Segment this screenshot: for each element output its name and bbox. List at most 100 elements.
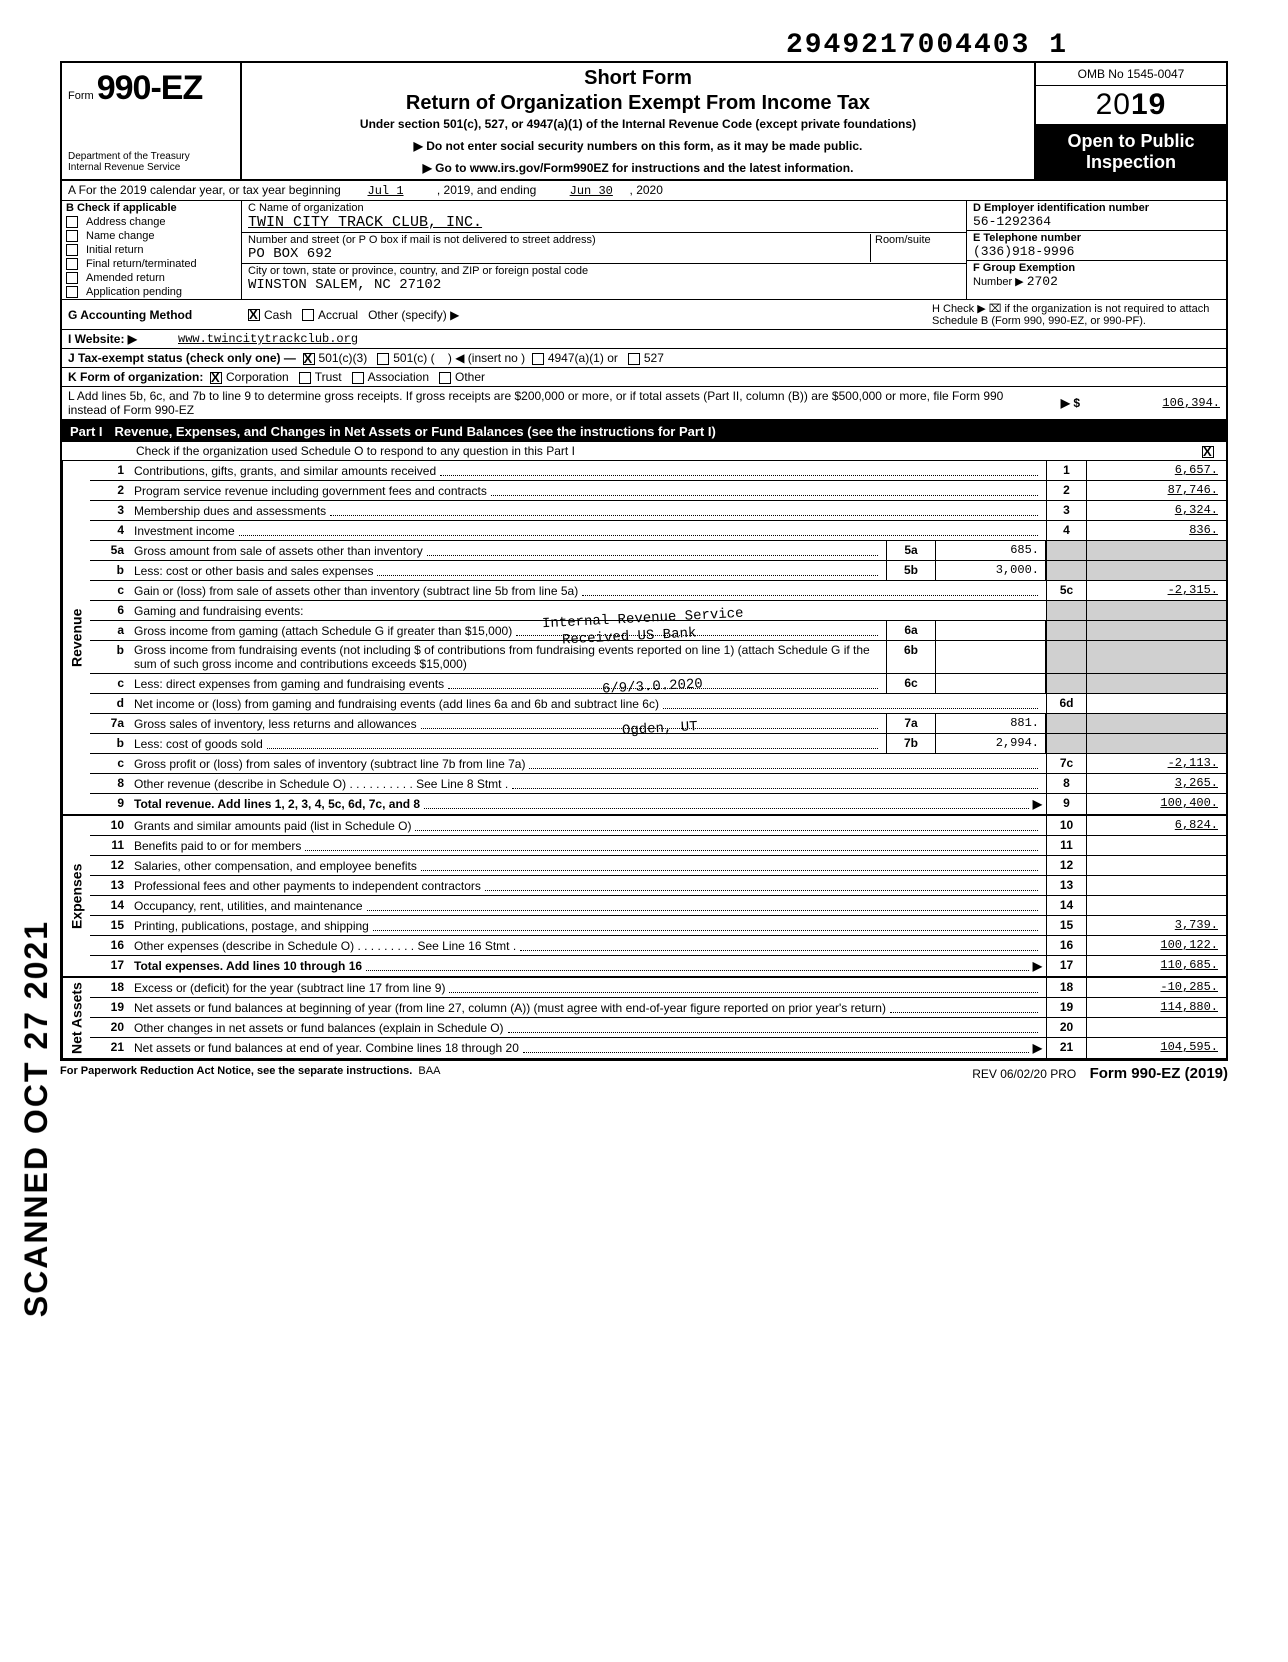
city-label: City or town, state or province, country… — [248, 265, 960, 277]
j-4947: 4947(a)(1) or — [548, 351, 618, 365]
tax-year-endyr: , 2020 — [630, 183, 663, 197]
line-19: 19Net assets or fund balances at beginni… — [90, 998, 1226, 1018]
open-line1: Open to Public — [1038, 131, 1224, 152]
ck-cash[interactable] — [248, 309, 260, 321]
line-14: 14Occupancy, rent, utilities, and mainte… — [90, 896, 1226, 916]
b-item-5: Application pending — [86, 286, 182, 298]
line-d: dNet income or (loss) from gaming and fu… — [90, 694, 1226, 714]
instructions-link: ▶ Go to www.irs.gov/Form990EZ for instru… — [250, 161, 1026, 175]
g-other: Other (specify) ▶ — [368, 308, 459, 322]
org-name: TWIN CITY TRACK CLUB, INC. — [248, 214, 960, 231]
line-11: 11Benefits paid to or for members11 — [90, 836, 1226, 856]
tax-year-begin: Jul 1 — [368, 184, 404, 198]
row-l-gross: L Add lines 5b, 6c, and 7b to line 9 to … — [60, 387, 1228, 421]
dept-irs: Internal Revenue Service — [68, 162, 234, 173]
part1-check-row: Check if the organization used Schedule … — [60, 442, 1228, 461]
part1-header: Part I Revenue, Expenses, and Changes in… — [60, 421, 1228, 442]
l-arrow: ▶ $ — [1026, 394, 1086, 412]
l-value: 106,394. — [1086, 394, 1226, 412]
dln-number: 2949217004403 1 — [60, 30, 1228, 61]
room-suite-label: Room/suite — [870, 234, 960, 262]
line-4: 4Investment income4836. — [90, 521, 1226, 541]
row-k-org-form: K Form of organization: Corporation Trus… — [60, 368, 1228, 387]
i-label: I Website: ▶ — [62, 330, 172, 348]
row-a-tax-year: A For the 2019 calendar year, or tax yea… — [60, 181, 1228, 201]
ssn-warning: ▶ Do not enter social security numbers o… — [250, 139, 1026, 153]
short-form-label: Short Form — [250, 67, 1026, 90]
line-8: 8Other revenue (describe in Schedule O) … — [90, 774, 1226, 794]
col-b-checkboxes: B Check if applicable Address change Nam… — [62, 201, 242, 299]
ck-trust[interactable] — [299, 372, 311, 384]
form-header: Form 990-EZ Department of the Treasury I… — [60, 61, 1228, 181]
row-g-h: G Accounting Method Cash Accrual Other (… — [60, 300, 1228, 330]
tax-year: 2019 — [1036, 86, 1226, 125]
ck-accrual[interactable] — [302, 309, 314, 321]
form-title: Return of Organization Exempt From Incom… — [250, 92, 1026, 115]
e-label: E Telephone number — [973, 232, 1220, 244]
ck-527[interactable] — [628, 353, 640, 365]
k-label: K Form of organization: — [68, 370, 203, 384]
addr-label: Number and street (or P O box if mail is… — [248, 234, 870, 246]
line-1: 1Contributions, gifts, grants, and simil… — [90, 461, 1226, 481]
ck-schedule-o[interactable] — [1202, 446, 1214, 458]
ck-final-return[interactable] — [66, 258, 78, 270]
c-label: C Name of organization — [248, 202, 960, 214]
org-city: WINSTON SALEM, NC 27102 — [248, 277, 960, 293]
b-item-1: Name change — [86, 230, 155, 242]
line-12: 12Salaries, other compensation, and empl… — [90, 856, 1226, 876]
line-c: cGain or (loss) from sale of assets othe… — [90, 581, 1226, 601]
j-527: 527 — [644, 351, 664, 365]
g-cash: Cash — [264, 308, 292, 322]
line-b: bLess: cost or other basis and sales exp… — [90, 561, 1226, 581]
line-16: 16Other expenses (describe in Schedule O… — [90, 936, 1226, 956]
ck-app-pending[interactable] — [66, 286, 78, 298]
form-number: 990-EZ — [97, 69, 203, 107]
part1-title: Revenue, Expenses, and Changes in Net As… — [115, 424, 1218, 439]
ck-501c3[interactable] — [303, 353, 315, 365]
row-a-mid: , 2019, and ending — [437, 183, 536, 197]
k-corp: Corporation — [226, 370, 289, 384]
open-to-public: Open to Public Inspection — [1036, 125, 1226, 179]
ck-initial-return[interactable] — [66, 244, 78, 256]
d-label: D Employer identification number — [973, 202, 1220, 214]
phone-value: (336)918-9996 — [973, 244, 1220, 259]
group-exemption: 2702 — [1027, 274, 1058, 289]
line-b: bGross income from fundraising events (n… — [90, 641, 1226, 674]
k-trust: Trust — [315, 370, 342, 384]
form-subtitle: Under section 501(c), 527, or 4947(a)(1)… — [250, 117, 1026, 131]
line-15: 15Printing, publications, postage, and s… — [90, 916, 1226, 936]
b-item-2: Initial return — [86, 244, 143, 256]
ck-other-org[interactable] — [439, 372, 451, 384]
ck-4947[interactable] — [532, 353, 544, 365]
line-20: 20Other changes in net assets or fund ba… — [90, 1018, 1226, 1038]
j-label: J Tax-exempt status (check only one) — — [68, 351, 296, 365]
line-13: 13Professional fees and other payments t… — [90, 876, 1226, 896]
line-3: 3Membership dues and assessments36,324. — [90, 501, 1226, 521]
ck-assoc[interactable] — [352, 372, 364, 384]
foot-rev: REV 06/02/20 PRO — [972, 1067, 1076, 1081]
org-address: PO BOX 692 — [248, 246, 870, 262]
foot-form: Form 990-EZ (2019) — [1090, 1065, 1228, 1082]
k-assoc: Association — [368, 370, 429, 384]
h-text: H Check ▶ ⌧ if the organization is not r… — [926, 300, 1226, 329]
line-18: 18Excess or (deficit) for the year (subt… — [90, 978, 1226, 998]
side-netassets: Net Assets — [62, 978, 90, 1058]
l-text: L Add lines 5b, 6c, and 7b to line 9 to … — [62, 387, 1026, 419]
foot-left: For Paperwork Reduction Act Notice, see … — [60, 1065, 412, 1077]
line-21: 21Net assets or fund balances at end of … — [90, 1038, 1226, 1058]
f-label: F Group Exemption — [973, 262, 1075, 274]
ck-address-change[interactable] — [66, 216, 78, 228]
row-a-label: A For the 2019 calendar year, or tax yea… — [68, 183, 341, 197]
b-item-4: Amended return — [86, 272, 165, 284]
line-5a: 5aGross amount from sale of assets other… — [90, 541, 1226, 561]
ck-name-change[interactable] — [66, 230, 78, 242]
form-prefix: Form — [68, 90, 94, 102]
row-j-status: J Tax-exempt status (check only one) — 5… — [60, 349, 1228, 368]
ck-amended[interactable] — [66, 272, 78, 284]
k-other: Other — [455, 370, 485, 384]
col-def: D Employer identification number 56-1292… — [966, 201, 1226, 299]
line-9: 9Total revenue. Add lines 1, 2, 3, 4, 5c… — [90, 794, 1226, 814]
ck-501c[interactable] — [377, 353, 389, 365]
f-label2: Number ▶ — [973, 276, 1024, 288]
ck-corp[interactable] — [210, 372, 222, 384]
